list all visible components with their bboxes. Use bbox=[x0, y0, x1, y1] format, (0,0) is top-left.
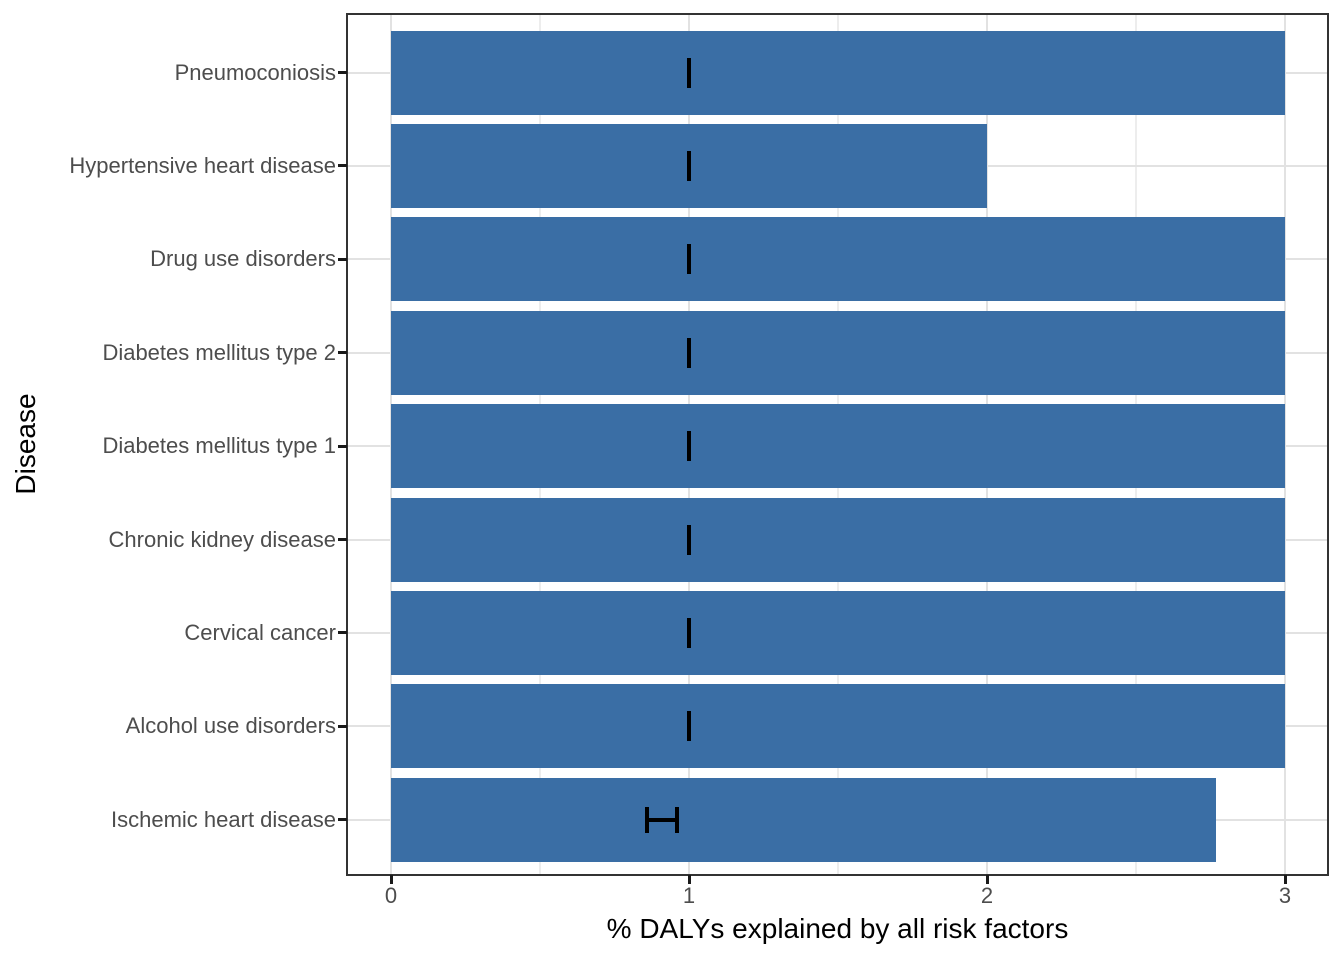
y-tick-label: Hypertensive heart disease bbox=[69, 152, 336, 178]
y-tick-label: Ischemic heart disease bbox=[111, 806, 336, 832]
major-gridline bbox=[1284, 14, 1286, 875]
y-tick-mark bbox=[338, 351, 347, 355]
error-bar bbox=[687, 337, 691, 368]
y-tick-label: Diabetes mellitus type 1 bbox=[102, 433, 336, 459]
error-bar bbox=[687, 244, 691, 275]
error-bar bbox=[687, 150, 691, 181]
y-tick-mark bbox=[338, 631, 347, 635]
x-tick-label: 1 bbox=[682, 883, 696, 908]
bar bbox=[391, 684, 1285, 769]
error-bar bbox=[687, 57, 691, 88]
y-tick-label: Diabetes mellitus type 2 bbox=[102, 339, 336, 365]
x-tick-label: 0 bbox=[384, 883, 398, 908]
y-tick-mark bbox=[338, 164, 347, 168]
bar bbox=[391, 590, 1285, 675]
y-tick-label: Pneumoconiosis bbox=[174, 59, 336, 85]
error-bar-line bbox=[647, 817, 678, 822]
x-tick-mark bbox=[985, 875, 989, 884]
bar bbox=[391, 404, 1285, 489]
y-tick-label: Drug use disorders bbox=[150, 246, 336, 272]
error-bar-cap-high bbox=[675, 806, 680, 833]
x-axis-title: % DALYs explained by all risk factors bbox=[606, 913, 1069, 944]
error-bar bbox=[687, 431, 691, 462]
x-tick-mark bbox=[687, 875, 691, 884]
y-tick-mark bbox=[338, 724, 347, 728]
y-tick-label: Cervical cancer bbox=[184, 619, 336, 645]
y-tick-label: Chronic kidney disease bbox=[108, 526, 336, 552]
bar bbox=[391, 497, 1285, 582]
error-bar bbox=[687, 711, 691, 742]
bar bbox=[391, 310, 1285, 395]
y-tick-mark bbox=[338, 257, 347, 261]
y-tick-mark bbox=[338, 818, 347, 822]
bar bbox=[391, 217, 1285, 302]
x-tick-mark bbox=[389, 875, 393, 884]
bar bbox=[391, 30, 1285, 115]
error-bar bbox=[687, 617, 691, 648]
y-tick-mark bbox=[338, 538, 347, 541]
plot-panel bbox=[347, 14, 1328, 875]
y-tick-mark bbox=[338, 444, 347, 448]
bar bbox=[391, 777, 1217, 862]
x-tick-mark bbox=[1283, 875, 1287, 884]
error-bar bbox=[687, 524, 691, 555]
y-tick-mark bbox=[338, 71, 347, 74]
y-tick-label: Alcohol use disorders bbox=[125, 713, 336, 739]
x-tick-label: 3 bbox=[1278, 883, 1292, 908]
x-tick-label: 2 bbox=[980, 883, 994, 908]
